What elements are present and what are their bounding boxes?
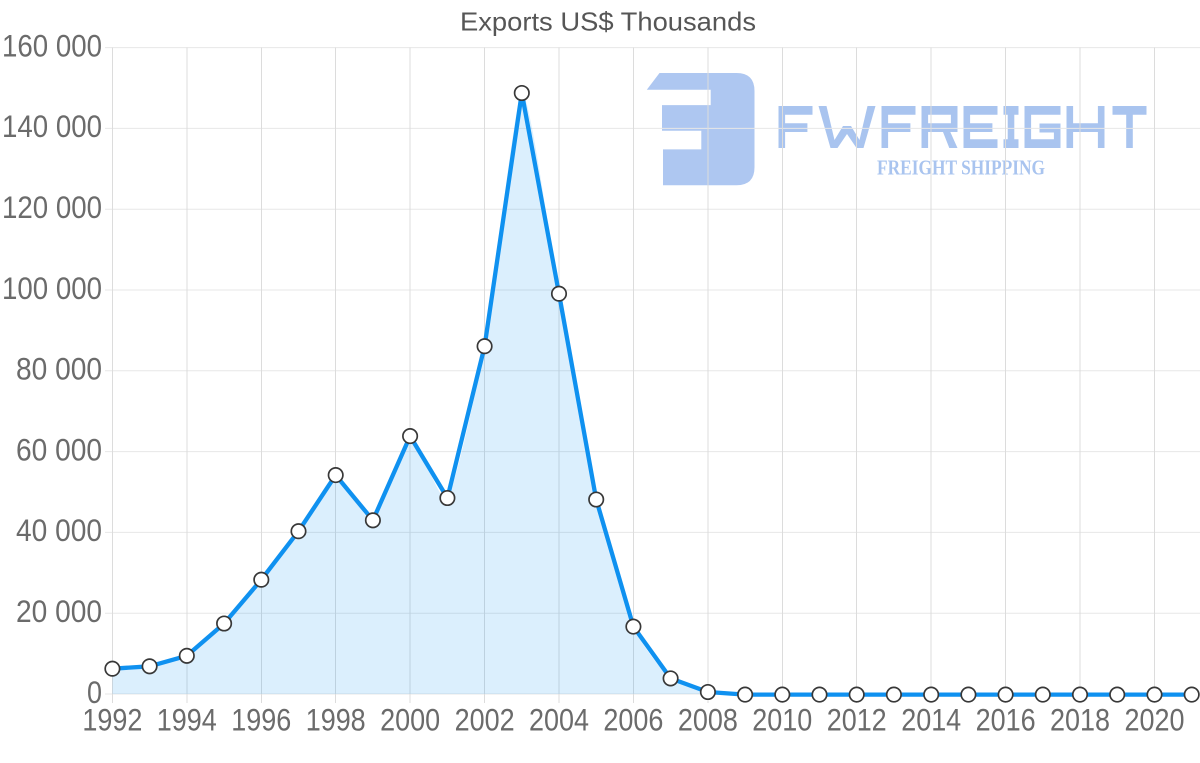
svg-text:Exports US$ Thousands: Exports US$ Thousands (460, 7, 756, 37)
svg-text:20 000: 20 000 (16, 593, 102, 629)
svg-text:80 000: 80 000 (16, 351, 102, 387)
svg-text:2004: 2004 (529, 702, 589, 738)
svg-text:160 000: 160 000 (2, 27, 102, 63)
svg-text:140 000: 140 000 (2, 108, 102, 144)
svg-text:100 000: 100 000 (2, 270, 102, 306)
svg-text:0: 0 (87, 674, 102, 710)
svg-text:2018: 2018 (1050, 702, 1110, 738)
svg-text:2010: 2010 (752, 702, 812, 738)
svg-text:2020: 2020 (1125, 702, 1185, 738)
svg-text:1992: 1992 (82, 702, 142, 738)
svg-text:2000: 2000 (380, 702, 440, 738)
svg-text:120 000: 120 000 (2, 189, 102, 225)
svg-text:60 000: 60 000 (16, 431, 102, 467)
svg-text:FREIGHT SHIPPING: FREIGHT SHIPPING (877, 156, 1045, 180)
svg-text:1994: 1994 (157, 702, 217, 738)
svg-text:2002: 2002 (455, 702, 515, 738)
svg-text:2006: 2006 (603, 702, 663, 738)
svg-text:2008: 2008 (678, 702, 738, 738)
svg-text:2016: 2016 (976, 702, 1036, 738)
svg-text:1998: 1998 (306, 702, 366, 738)
svg-text:2012: 2012 (827, 702, 887, 738)
svg-text:40 000: 40 000 (16, 512, 102, 548)
svg-text:2014: 2014 (901, 702, 961, 738)
svg-text:1996: 1996 (231, 702, 291, 738)
